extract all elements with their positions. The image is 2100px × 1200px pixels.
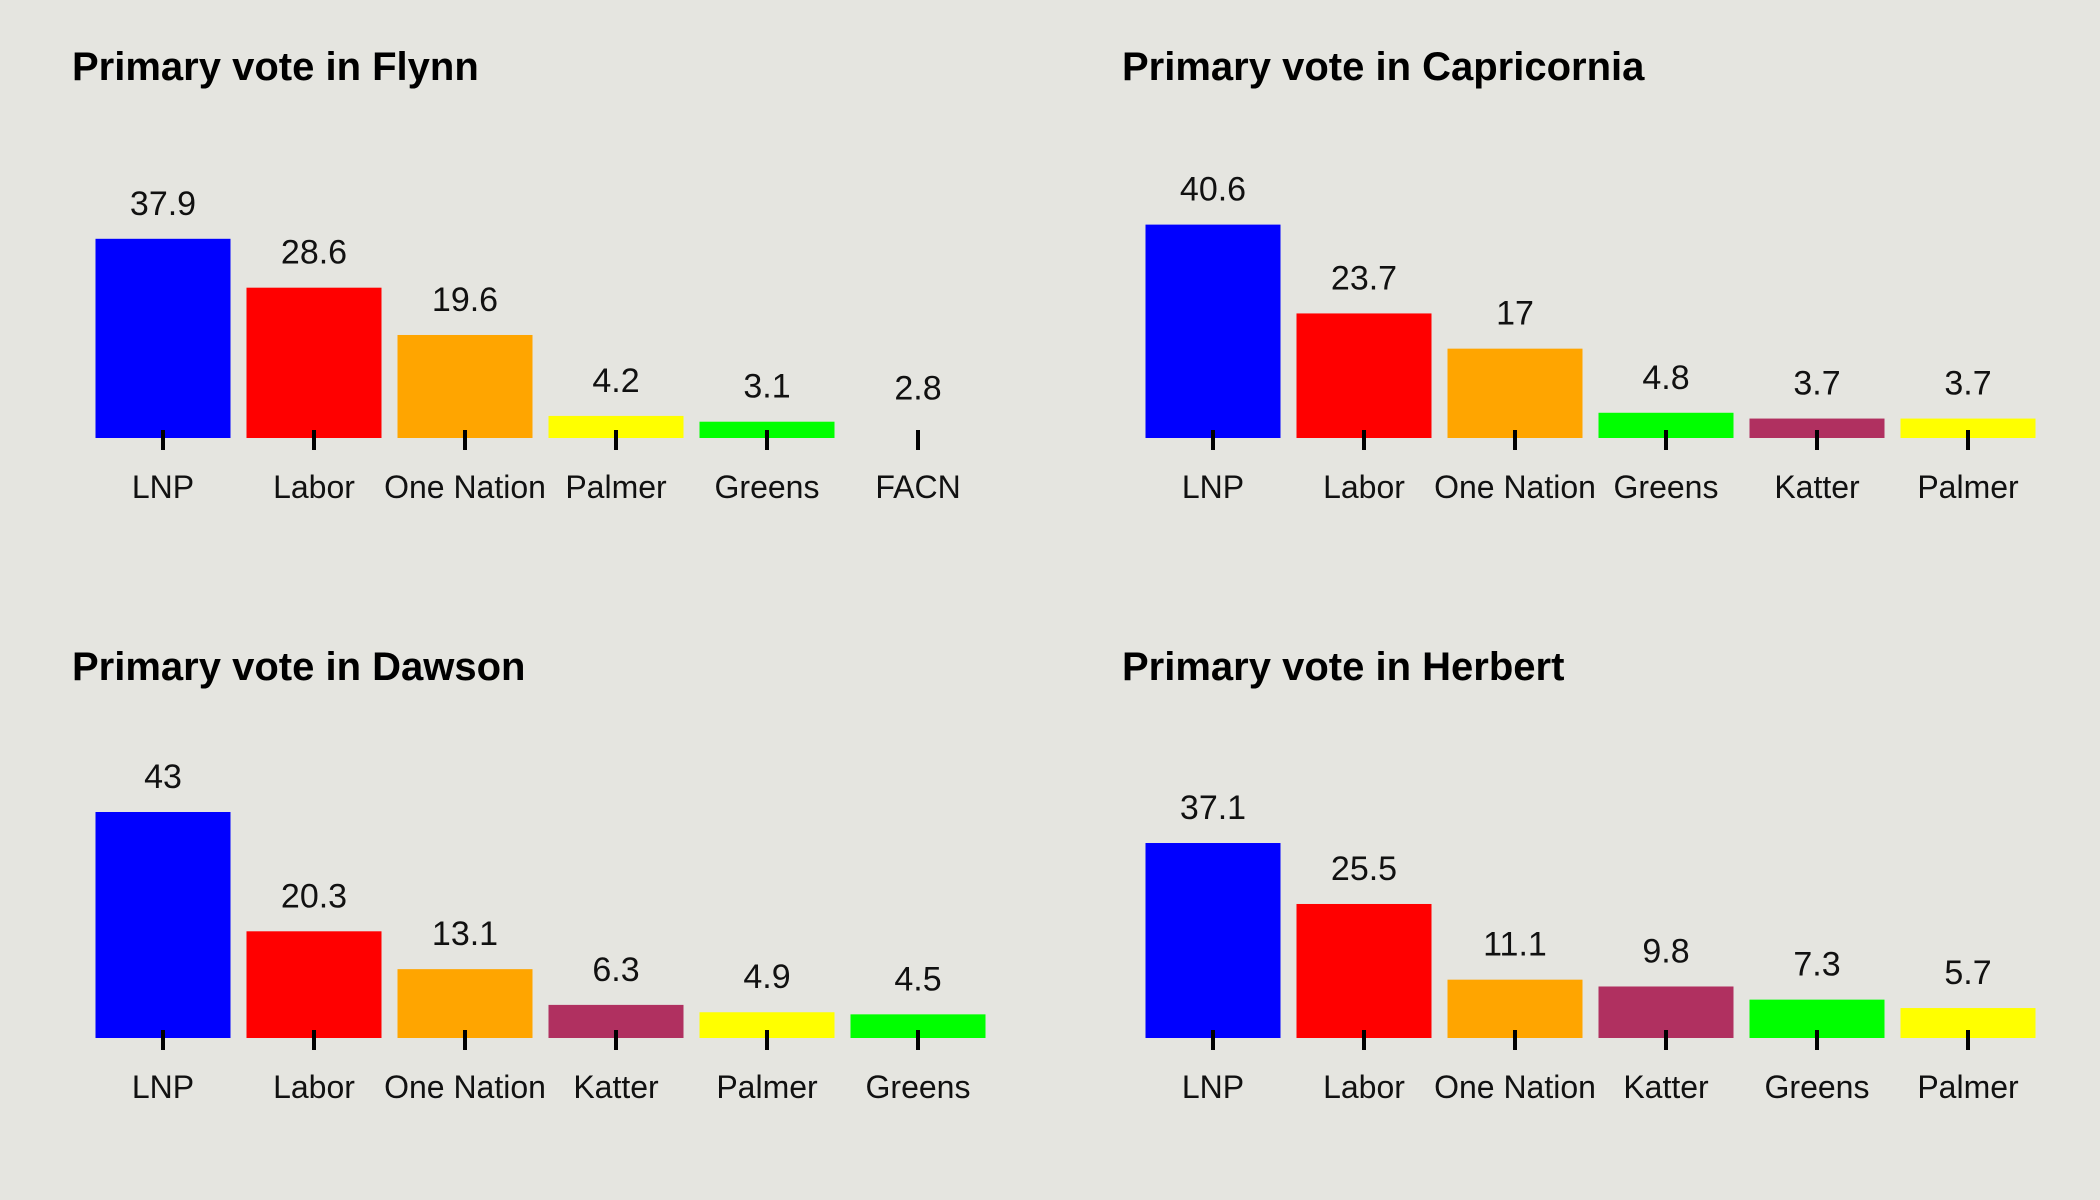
x-tick-label: Palmer bbox=[716, 1069, 818, 1105]
data-label: 6.3 bbox=[592, 951, 639, 989]
data-label: 2.8 bbox=[894, 369, 941, 407]
data-label: 3.1 bbox=[743, 368, 790, 406]
x-tick-label: Labor bbox=[273, 1069, 355, 1105]
bar-labor bbox=[1296, 903, 1432, 1038]
data-label: 43 bbox=[144, 758, 182, 796]
chart-title: Primary vote in Dawson bbox=[72, 645, 525, 689]
bar-lnp bbox=[95, 812, 231, 1038]
bar-katter bbox=[1749, 418, 1885, 438]
x-tick-label: Palmer bbox=[565, 469, 667, 505]
chart-title: Primary vote in Capricornia bbox=[1122, 45, 1645, 89]
bar-palmer bbox=[548, 415, 684, 438]
x-tick-label: One Nation bbox=[1434, 1069, 1596, 1105]
data-label: 23.7 bbox=[1331, 259, 1397, 297]
bar-greens bbox=[699, 421, 835, 438]
data-label: 3.7 bbox=[1793, 365, 1840, 403]
x-tick-label: LNP bbox=[1182, 1069, 1244, 1105]
data-label: 37.1 bbox=[1180, 789, 1246, 827]
x-tick-label: Greens bbox=[1614, 469, 1719, 505]
bar-one-nation bbox=[397, 969, 533, 1038]
x-tick-label: FACN bbox=[875, 469, 960, 505]
data-label: 4.5 bbox=[894, 960, 941, 998]
data-label: 19.6 bbox=[432, 281, 498, 319]
bar-lnp bbox=[1145, 843, 1281, 1038]
bar-greens bbox=[850, 1014, 986, 1038]
data-label: 3.7 bbox=[1944, 365, 1991, 403]
data-label: 17 bbox=[1496, 295, 1534, 333]
x-tick-label: Katter bbox=[573, 1069, 659, 1105]
x-tick-label: Labor bbox=[1323, 469, 1405, 505]
x-tick-label: Greens bbox=[866, 1069, 971, 1105]
data-label: 4.8 bbox=[1642, 359, 1689, 397]
bar-one-nation bbox=[1447, 348, 1583, 438]
chart-panel: Primary vote in Capricornia 40.6 LNP 23.7 La… bbox=[1122, 45, 2036, 505]
data-label: 13.1 bbox=[432, 915, 498, 953]
chart-title: Primary vote in Flynn bbox=[72, 45, 479, 89]
x-tick-label: Labor bbox=[1323, 1069, 1405, 1105]
x-tick-label: One Nation bbox=[1434, 469, 1596, 505]
x-tick-label: Katter bbox=[1774, 469, 1860, 505]
x-tick-label: Greens bbox=[1765, 1069, 1870, 1105]
bar-one-nation bbox=[1447, 979, 1583, 1038]
bar-katter bbox=[1598, 986, 1734, 1038]
data-label: 25.5 bbox=[1331, 850, 1397, 888]
x-tick-label: Palmer bbox=[1917, 1069, 2019, 1105]
x-tick-label: LNP bbox=[132, 469, 194, 505]
chart-panel: Primary vote in Flynn 37.9 LNP 28.6 Labor 19.… bbox=[72, 45, 986, 505]
bar-labor bbox=[246, 931, 382, 1038]
x-tick-label: LNP bbox=[1182, 469, 1244, 505]
x-tick-label: Labor bbox=[273, 469, 355, 505]
data-label: 9.8 bbox=[1642, 932, 1689, 970]
data-label: 5.7 bbox=[1944, 954, 1991, 992]
x-tick-label: Palmer bbox=[1917, 469, 2019, 505]
data-label: 4.9 bbox=[743, 958, 790, 996]
data-label: 4.2 bbox=[592, 362, 639, 400]
bar-labor bbox=[246, 287, 382, 438]
bar-lnp bbox=[1145, 224, 1281, 438]
chart-panel: Primary vote in Dawson 43 LNP 20.3 Labor 13.1… bbox=[72, 645, 986, 1105]
data-label: 7.3 bbox=[1793, 946, 1840, 984]
x-tick-label: LNP bbox=[132, 1069, 194, 1105]
chart-panel: Primary vote in Herbert 37.1 LNP 25.5 Labor 1… bbox=[1122, 645, 2036, 1105]
data-label: 40.6 bbox=[1180, 171, 1246, 209]
chart-title: Primary vote in Herbert bbox=[1122, 645, 1564, 689]
data-label: 20.3 bbox=[281, 877, 347, 915]
data-label: 11.1 bbox=[1483, 926, 1547, 964]
data-label: 28.6 bbox=[281, 234, 347, 272]
bar-one-nation bbox=[397, 334, 533, 438]
x-tick-label: One Nation bbox=[384, 469, 546, 505]
x-tick-label: Katter bbox=[1623, 1069, 1709, 1105]
bar-palmer bbox=[1900, 418, 2036, 438]
bar-labor bbox=[1296, 313, 1432, 438]
data-label: 37.9 bbox=[130, 185, 196, 223]
x-tick-label: Greens bbox=[715, 469, 820, 505]
bar-lnp bbox=[95, 238, 231, 438]
x-tick-label: One Nation bbox=[384, 1069, 546, 1105]
